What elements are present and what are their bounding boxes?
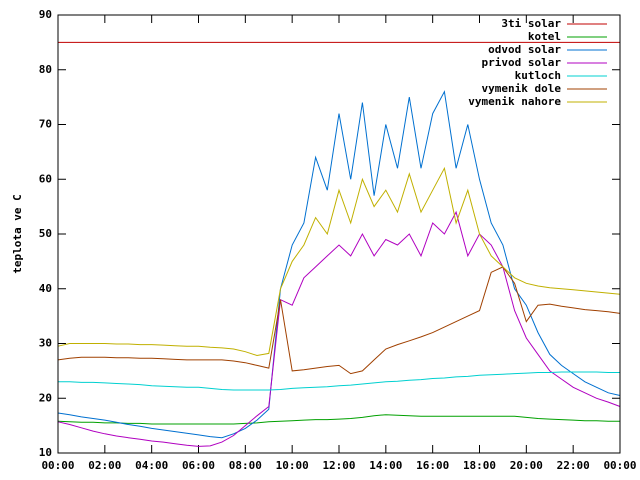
x-tick-label: 08:00 bbox=[229, 459, 262, 472]
series-line bbox=[57, 166, 621, 357]
x-tick-label: 02:00 bbox=[88, 459, 121, 472]
y-tick-label: 40 bbox=[39, 282, 52, 295]
y-tick-label: 90 bbox=[39, 8, 52, 21]
x-tick-label: 22:00 bbox=[557, 459, 590, 472]
x-tick-label: 00:00 bbox=[603, 459, 636, 472]
x-tick-label: 14:00 bbox=[369, 459, 402, 472]
y-tick-label: 70 bbox=[39, 118, 52, 131]
series-line bbox=[57, 210, 621, 447]
legend-label: 3ti solar bbox=[501, 17, 561, 30]
series-line bbox=[57, 90, 621, 439]
y-tick-label: 80 bbox=[39, 63, 52, 76]
series-line bbox=[57, 414, 620, 425]
x-tick-label: 20:00 bbox=[510, 459, 543, 472]
x-tick-label: 04:00 bbox=[135, 459, 168, 472]
y-tick-label: 10 bbox=[39, 446, 52, 459]
legend-label: vymenik dole bbox=[482, 82, 562, 95]
y-tick-label: 60 bbox=[39, 172, 52, 185]
legend-label: kutloch bbox=[515, 69, 561, 82]
x-tick-label: 16:00 bbox=[416, 459, 449, 472]
x-tick-label: 10:00 bbox=[276, 459, 309, 472]
y-tick-label: 50 bbox=[39, 227, 52, 240]
x-tick-label: 12:00 bbox=[322, 459, 355, 472]
legend-label: vymenik nahore bbox=[468, 95, 561, 108]
plot-frame bbox=[57, 14, 621, 454]
y-tick-label: 30 bbox=[39, 337, 52, 350]
x-tick-label: 00:00 bbox=[41, 459, 74, 472]
x-tick-label: 18:00 bbox=[463, 459, 496, 472]
series-line bbox=[57, 266, 621, 375]
y-axis-label: teplota ve C bbox=[11, 194, 24, 273]
legend-label: odvod solar bbox=[488, 43, 561, 56]
y-tick-label: 20 bbox=[39, 391, 52, 404]
series-line bbox=[58, 371, 620, 391]
legend-label: kotel bbox=[528, 30, 561, 43]
x-tick-label: 06:00 bbox=[182, 459, 215, 472]
legend-label: privod solar bbox=[482, 56, 562, 69]
